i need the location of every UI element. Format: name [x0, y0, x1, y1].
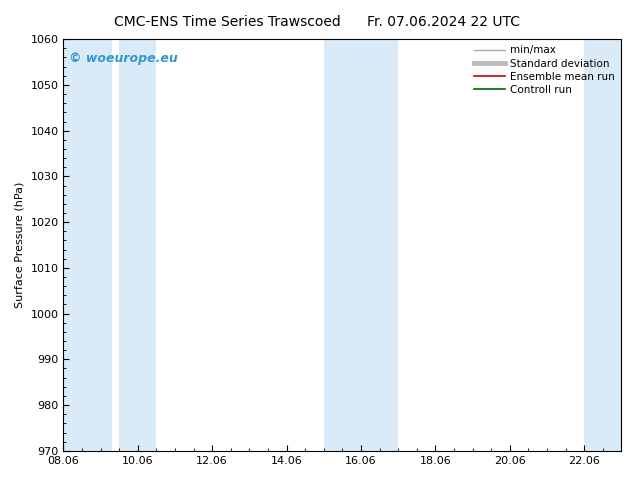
Bar [63, 39, 112, 451]
Text: © woeurope.eu: © woeurope.eu [69, 51, 178, 65]
Bar [324, 39, 398, 451]
Text: CMC-ENS Time Series Trawscoed      Fr. 07.06.2024 22 UTC: CMC-ENS Time Series Trawscoed Fr. 07.06.… [114, 15, 520, 29]
Legend: min/max, Standard deviation, Ensemble mean run, Controll run: min/max, Standard deviation, Ensemble me… [470, 41, 619, 99]
Bar [584, 39, 621, 451]
Bar [119, 39, 157, 451]
Y-axis label: Surface Pressure (hPa): Surface Pressure (hPa) [15, 182, 25, 308]
